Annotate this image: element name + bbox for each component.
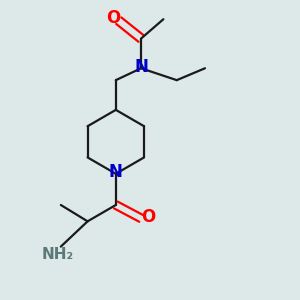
Text: N: N xyxy=(135,58,148,76)
Text: NH₂: NH₂ xyxy=(42,247,74,262)
Text: O: O xyxy=(141,208,156,226)
Text: O: O xyxy=(106,9,121,27)
Text: N: N xyxy=(109,163,123,181)
